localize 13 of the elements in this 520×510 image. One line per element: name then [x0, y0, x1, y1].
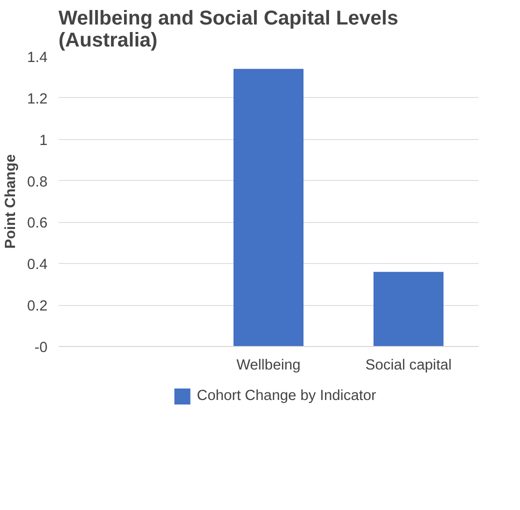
x-tick-label: Social capital — [365, 358, 452, 374]
y-tick-label: 0.6 — [27, 216, 48, 232]
y-tick-label: 1.2 — [27, 91, 48, 108]
y-tick-label: 1.4 — [27, 50, 48, 66]
chart-title: Wellbeing and Social Capital Levels (Australia) — [58, 8, 398, 52]
y-tick-label: 0.2 — [27, 298, 48, 315]
y-tick-label: 0.8 — [27, 174, 48, 190]
y-tick-label: 1 — [39, 132, 48, 149]
legend-label: Cohort Change by Indicator — [196, 388, 376, 404]
x-tick-label: Wellbeing — [236, 358, 301, 374]
y-tick-label: 0.4 — [27, 257, 48, 274]
y-axis-title: Point Change — [3, 154, 20, 249]
y-tick-label: -0 — [34, 340, 48, 356]
